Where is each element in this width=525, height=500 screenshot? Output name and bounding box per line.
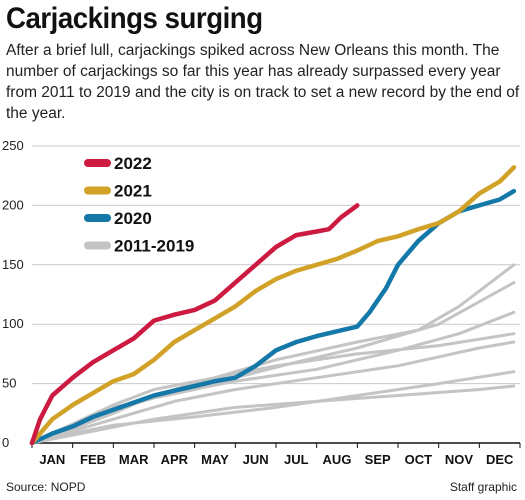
x-tick-label-jul: JUL [284, 452, 309, 467]
series-line-gray-6 [30, 263, 516, 445]
x-tick-label-jun: JUN [243, 452, 269, 467]
y-tick-label-100: 100 [2, 316, 24, 331]
x-tick-label-aug: AUG [323, 452, 352, 467]
y-tick-label-200: 200 [2, 197, 24, 212]
credit-note: Staff graphic [449, 480, 517, 494]
y-tick-label-150: 150 [2, 257, 24, 272]
series-line-gray-2 [30, 340, 516, 445]
series-line-gray-5 [30, 281, 516, 445]
x-tick-label-feb: FEB [80, 452, 106, 467]
series-line-2022 [29, 203, 360, 446]
legend: 2022 2021 2020 2011-2019 [84, 154, 194, 256]
series-line-gray-1 [30, 370, 516, 445]
x-tick-label-apr: APR [161, 452, 189, 467]
x-tick-label-sep: SEP [365, 452, 391, 467]
y-tick-label-50: 50 [2, 376, 16, 391]
series-line-2011-2019 [30, 384, 516, 445]
chart-title: Carjackings surging [6, 2, 263, 35]
x-tick-label-oct: OCT [405, 452, 433, 467]
legend-label-2020: 2020 [114, 209, 152, 228]
series-line-2021 [29, 165, 517, 446]
x-tick-label-jan: JAN [39, 452, 65, 467]
x-axis: JAN FEB MAR APR MAY JUN JUL AUG SEP OCT NOV DEC [31, 443, 521, 467]
y-tick-label-0: 0 [2, 435, 9, 450]
x-tick-label-mar: MAR [119, 452, 149, 467]
y-tick-label-250: 250 [2, 138, 24, 153]
legend-label-2022: 2022 [114, 154, 152, 173]
legend-label-2021: 2021 [114, 182, 152, 201]
chart-subtitle: After a brief lull, carjackings spiked a… [6, 42, 520, 122]
source-note: Source: NOPD [6, 480, 86, 494]
x-tick-label-may: MAY [201, 452, 229, 467]
series-lines [29, 165, 517, 446]
legend-label-2011-2019: 2011-2019 [114, 237, 194, 256]
x-tick-label-nov: NOV [445, 452, 474, 467]
x-tick-label-dec: DEC [486, 452, 514, 467]
